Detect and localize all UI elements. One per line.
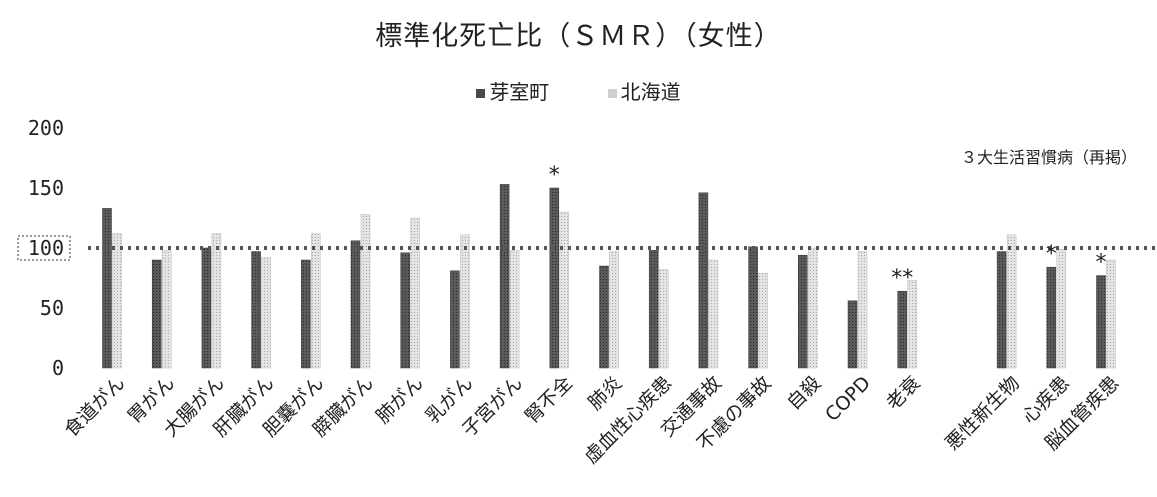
significance-mark: * [549, 163, 560, 188]
x-tick-label: 老衰 [882, 372, 924, 414]
bar-hokkaido [808, 247, 818, 369]
bar-hokkaido [161, 250, 172, 369]
bar-hokkaido [907, 280, 917, 369]
x-tick-label: 悪性新生物 [941, 372, 1024, 455]
bar-hokkaido [410, 217, 420, 369]
bar-muro [748, 246, 758, 369]
bar-hokkaido [559, 211, 570, 369]
x-tick-label: 肺がん [372, 372, 428, 428]
bar-muro [798, 254, 808, 369]
legend-swatch-muro [476, 89, 486, 98]
legend-label-muro: 芽室町 [489, 80, 550, 104]
x-tick-label: 腎不全 [521, 372, 577, 428]
bar-hokkaido [708, 259, 719, 369]
bar-muro [499, 184, 510, 369]
significance-mark: * [1046, 242, 1057, 267]
annotation-label: ３大生活習慣病（再掲） [961, 148, 1137, 167]
bar-hokkaido [758, 272, 768, 369]
significance-mark: * [1096, 251, 1107, 276]
legend: 芽室町 北海道 [0, 76, 1157, 105]
x-tick-label: 食道がん [60, 372, 129, 441]
bar-muro [251, 251, 261, 369]
bar-hokkaido [311, 233, 321, 369]
reference-tick-box [17, 235, 71, 261]
bar-muro [201, 247, 212, 369]
bar-muro [599, 265, 609, 369]
bar-hokkaido [1056, 248, 1067, 369]
bar-hokkaido [460, 234, 470, 369]
bar-muro [350, 240, 361, 369]
bar-muro [400, 252, 410, 369]
legend-item-muro: 芽室町 [476, 76, 549, 105]
bar-muro [996, 251, 1007, 369]
bar-muro [1046, 266, 1057, 369]
bar-muro [549, 187, 560, 369]
bar-hokkaido [261, 257, 271, 369]
chart-title: 標準化死亡比（ＳＭＲ）（女性） [375, 21, 782, 52]
x-tick-label: COPD [821, 372, 875, 426]
bar-hokkaido [1006, 234, 1017, 369]
bar-muro [151, 259, 162, 369]
legend-swatch-hokkaido [607, 89, 617, 98]
legend-item-hokkaido: 北海道 [607, 76, 681, 105]
bar-muro [648, 250, 659, 369]
bar-muro [102, 208, 112, 369]
bar-hokkaido [211, 233, 222, 369]
bar-muro [301, 259, 311, 369]
bar-muro [1096, 275, 1106, 369]
bar-hokkaido [658, 269, 669, 369]
legend-label-hokkaido: 北海道 [620, 80, 681, 104]
bar-hokkaido [857, 251, 868, 369]
y-tick-label: 100 [28, 236, 64, 260]
x-tick-label: 肺炎 [584, 372, 626, 414]
bar-hokkaido [509, 250, 520, 369]
x-tick-label: 自殺 [783, 372, 825, 414]
bar-hokkaido [112, 233, 122, 369]
bar-hokkaido [609, 251, 619, 369]
bar-muro [897, 290, 907, 369]
y-tick-label: 150 [28, 176, 64, 200]
bar-muro [698, 192, 709, 369]
bar-muro [450, 270, 460, 369]
y-tick-label: 200 [28, 116, 64, 140]
bar-hokkaido [360, 214, 371, 369]
bar-hokkaido [1106, 259, 1116, 369]
y-tick-label: 0 [52, 356, 64, 380]
significance-mark: ** [891, 266, 913, 291]
bar-muro [847, 300, 858, 369]
y-tick-label: 50 [40, 296, 64, 320]
